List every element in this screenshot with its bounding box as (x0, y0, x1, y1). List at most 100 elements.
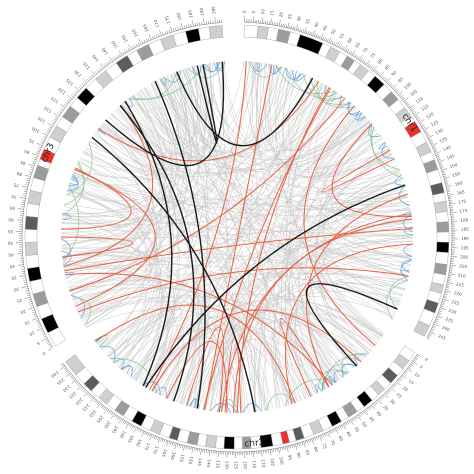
tick-label: 115 (252, 460, 258, 469)
minor-tick (190, 447, 192, 451)
tick-label: 30 (13, 286, 20, 292)
minor-tick (394, 88, 398, 92)
minor-tick (65, 102, 69, 105)
minor-tick (294, 26, 296, 30)
minor-tick (444, 293, 448, 296)
link-grey (62, 260, 180, 401)
tick-label: 180 (175, 12, 182, 21)
minor-tick (24, 283, 28, 286)
minor-tick (382, 76, 385, 79)
minor-tick (399, 377, 403, 380)
tick-label: 115 (420, 103, 430, 112)
minor-tick (433, 147, 436, 150)
minor-tick (444, 179, 448, 181)
minor-tick (440, 167, 444, 169)
band-gpos100 (27, 266, 42, 282)
link-grey (122, 103, 377, 172)
minor-tick (410, 363, 414, 366)
minor-tick (396, 91, 400, 94)
minor-tick (369, 405, 372, 409)
tick-label: 145 (446, 153, 456, 161)
major-tick (377, 399, 383, 405)
link-grey (151, 298, 384, 391)
minor-tick (131, 45, 134, 49)
minor-tick (83, 389, 86, 392)
minor-tick (434, 321, 438, 324)
link-grey (135, 295, 395, 382)
link-grey (258, 218, 413, 412)
link-grey (219, 324, 254, 413)
minor-tick (158, 33, 160, 37)
link-grey (68, 185, 336, 384)
minor-tick (373, 402, 377, 406)
tick-label: 30 (389, 398, 397, 406)
minor-tick (195, 448, 197, 452)
link-grey (128, 98, 413, 250)
major-tick (320, 33, 324, 40)
link-grey (61, 247, 150, 315)
minor-tick (448, 198, 452, 200)
major-tick (17, 264, 24, 266)
link-red (74, 169, 156, 307)
tick-label: 10 (260, 9, 266, 15)
minor-tick (446, 285, 450, 287)
minor-tick (397, 379, 400, 383)
link-grey (301, 298, 372, 365)
minor-tick (336, 427, 339, 431)
minor-tick (302, 29, 305, 33)
major-tick (138, 39, 142, 45)
minor-tick (149, 433, 151, 437)
minor-tick (447, 192, 451, 195)
tick-label: 85 (304, 449, 311, 456)
minor-tick (338, 426, 340, 430)
tick-label: 135 (82, 61, 91, 71)
minor-tick (408, 104, 411, 108)
link-blue (120, 365, 133, 378)
minor-tick (426, 133, 429, 136)
tick-label: 230 (448, 308, 458, 315)
major-tick (118, 418, 122, 424)
minor-tick (127, 48, 130, 51)
link-grey (133, 94, 179, 389)
minor-tick (58, 111, 62, 114)
band-gpos25 (24, 241, 38, 256)
link-blue (272, 64, 278, 75)
minor-tick (111, 412, 114, 416)
minor-tick (309, 31, 311, 35)
tick-label: 225 (68, 391, 77, 400)
minor-tick (347, 421, 350, 425)
minor-tick (123, 50, 126, 54)
minor-tick (118, 417, 121, 421)
major-tick (412, 361, 418, 365)
minor-tick (320, 434, 323, 438)
minor-tick (197, 22, 199, 26)
minor-tick (380, 74, 384, 78)
link-blue (64, 271, 75, 279)
chr2-ticks: 0510152025303540455055606570758085909510… (50, 353, 429, 469)
minor-tick (104, 407, 107, 411)
major-tick (379, 71, 384, 77)
major-tick (159, 29, 162, 36)
minor-tick (409, 365, 413, 368)
tick-label: 120 (243, 461, 248, 469)
minor-tick (166, 30, 169, 34)
major-tick (91, 70, 96, 76)
minor-tick (33, 158, 37, 161)
link-blue (159, 76, 167, 87)
minor-tick (363, 60, 366, 64)
minor-tick (420, 123, 424, 126)
major-tick (99, 63, 105, 69)
minor-tick (100, 67, 103, 70)
link-black (91, 136, 256, 413)
minor-tick (188, 24, 190, 28)
minor-tick (339, 425, 342, 429)
link-grey (161, 82, 323, 397)
link-grey (61, 102, 161, 251)
minor-tick (168, 441, 171, 445)
link-blue (403, 226, 414, 236)
tick-label: 35 (382, 404, 389, 412)
link-grey (98, 221, 413, 346)
minor-tick (43, 335, 47, 338)
minor-tick (61, 107, 65, 110)
minor-tick (35, 319, 39, 322)
